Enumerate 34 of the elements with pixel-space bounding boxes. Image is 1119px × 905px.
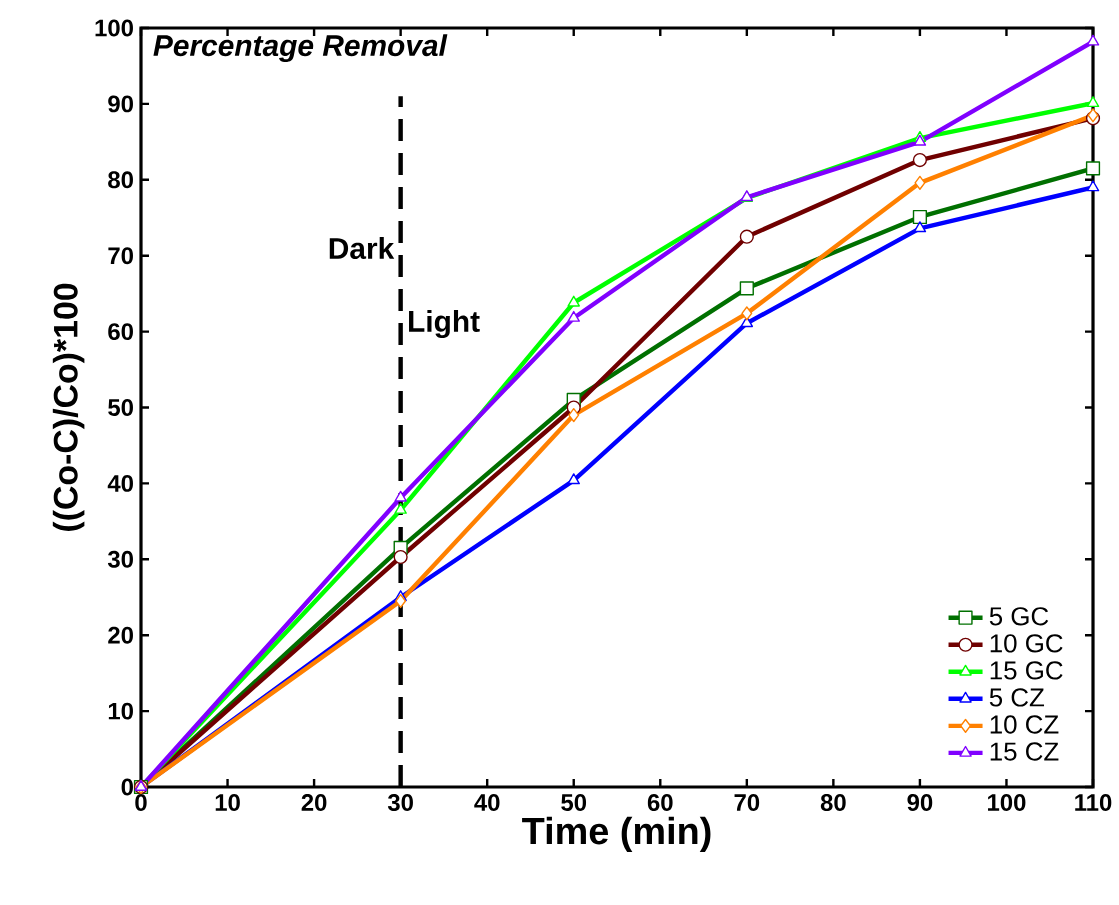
legend-label: 15 GC <box>990 661 1063 680</box>
x-tick-label: 30 <box>387 794 413 812</box>
legend-label: 5 GC <box>989 607 1049 626</box>
x-tick-label: 0 <box>135 794 147 811</box>
annotation: Light <box>409 310 480 339</box>
y-tick-label: 90 <box>108 95 133 113</box>
x-tick-label: 70 <box>734 794 760 811</box>
legend-label: 10 GC <box>990 634 1063 653</box>
x-tick-label: 80 <box>820 794 846 811</box>
legend-label: 5 CZ <box>989 688 1045 707</box>
x-tick-label: 60 <box>647 794 673 811</box>
chart-title: Percentage Removal <box>153 34 448 63</box>
legend-label: 15 CZ <box>990 742 1059 761</box>
y-tick-label: 70 <box>108 247 133 265</box>
x-tick-label: 110 <box>1075 794 1112 811</box>
y-tick-label: 80 <box>108 171 133 189</box>
y-tick-label: 30 <box>107 550 133 568</box>
annotation: Dark <box>329 237 395 260</box>
x-tick-label: 20 <box>301 794 327 811</box>
y-tick-label: 50 <box>108 399 133 416</box>
x-tick-label: 40 <box>474 794 500 811</box>
legend-label: 10 CZ <box>990 715 1059 734</box>
y-tick-label: 10 <box>108 702 133 720</box>
x-tick-label: 90 <box>907 794 933 811</box>
x-axis-title: Time (min) <box>522 816 711 852</box>
x-tick-label: 10 <box>215 794 240 811</box>
x-tick-label: 100 <box>988 794 1026 811</box>
y-axis-title: ((Co-C)/Co)*100 <box>52 283 85 531</box>
y-tick-label: 100 <box>95 19 133 37</box>
y-tick-label: 40 <box>107 474 133 492</box>
x-tick-label: 50 <box>561 794 587 811</box>
y-tick-label: 60 <box>108 323 133 341</box>
y-tick-label: 0 <box>121 778 133 796</box>
y-tick-label: 20 <box>108 626 133 644</box>
